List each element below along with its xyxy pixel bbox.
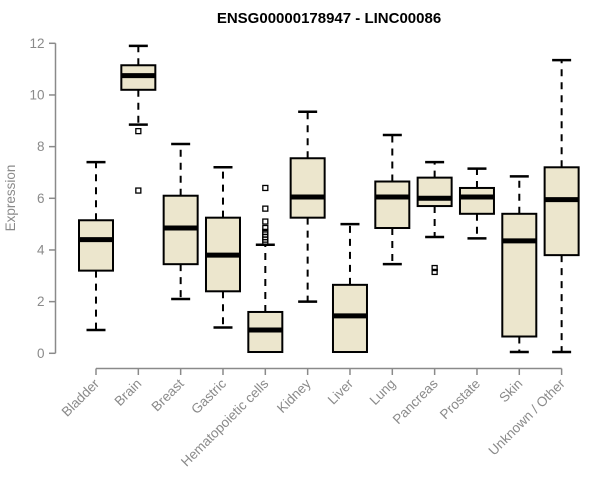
box-group-prostate xyxy=(458,167,495,240)
box-group-bladder xyxy=(78,160,114,332)
x-tick-label-kidney: Kidney xyxy=(274,376,314,416)
x-tick-label-pancreas: Pancreas xyxy=(390,376,441,427)
outlier-hematopoietic-cells xyxy=(262,239,269,246)
box-group-hematopoietic-cells xyxy=(247,184,284,354)
outlier-brain xyxy=(135,127,142,135)
outlier-hematopoietic-cells xyxy=(262,218,269,225)
outlier-hematopoietic-cells xyxy=(262,184,269,192)
box-group-gastric xyxy=(204,166,241,329)
iqr-box-kidney xyxy=(289,157,326,219)
x-tick-label-gastric: Gastric xyxy=(188,376,229,417)
x-tick-label-unknown-other: Unknown / Other xyxy=(486,376,569,459)
iqr-box-prostate xyxy=(458,186,495,215)
outlier-pancreas xyxy=(431,264,438,272)
x-tick-label-prostate: Prostate xyxy=(437,376,483,422)
box-group-skin xyxy=(501,175,538,354)
iqr-box-bladder xyxy=(78,219,114,272)
box-group-unknown-other xyxy=(543,58,580,354)
iqr-box-lung xyxy=(374,180,411,230)
box-group-breast xyxy=(162,142,199,301)
y-tick-label-12: 12 xyxy=(29,36,44,51)
y-tick-label-6: 6 xyxy=(37,191,45,206)
outlier-hematopoietic-cells xyxy=(262,205,269,212)
boxes-layer xyxy=(78,44,580,354)
outlier-hematopoietic-cells xyxy=(262,224,269,232)
y-tick-label-10: 10 xyxy=(29,87,44,102)
outlier-pancreas xyxy=(431,268,438,276)
x-tick-label-brain: Brain xyxy=(112,376,145,409)
iqr-box-unknown-other xyxy=(543,166,580,257)
box-group-kidney xyxy=(289,110,326,303)
x-tick-label-breast: Breast xyxy=(149,376,187,414)
y-tick-label-2: 2 xyxy=(37,294,45,309)
chart-title: ENSG00000178947 - LINC00086 xyxy=(217,10,441,27)
box-group-liver xyxy=(331,222,368,354)
box-group-lung xyxy=(374,133,411,266)
x-tick-label-liver: Liver xyxy=(325,376,357,408)
iqr-box-skin xyxy=(501,212,538,338)
box-group-brain xyxy=(120,44,157,194)
iqr-box-liver xyxy=(331,283,368,354)
x-tick-label-lung: Lung xyxy=(367,376,399,408)
y-tick-label-0: 0 xyxy=(37,346,45,361)
x-tick-label-skin: Skin xyxy=(496,376,525,405)
box-group-pancreas xyxy=(416,160,453,276)
y-tick-label-8: 8 xyxy=(37,139,45,154)
outlier-brain xyxy=(135,187,142,194)
iqr-box-pancreas xyxy=(416,176,453,208)
y-tick-label-4: 4 xyxy=(37,242,45,257)
y-axis-title: Expression xyxy=(3,165,18,232)
x-tick-label-bladder: Bladder xyxy=(59,376,103,420)
